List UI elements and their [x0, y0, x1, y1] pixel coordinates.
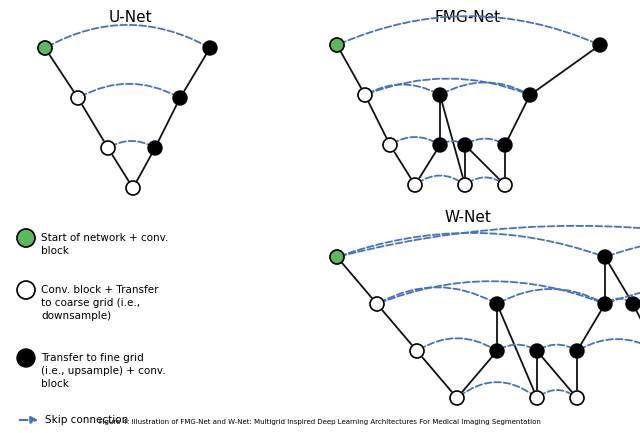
FancyArrowPatch shape [81, 84, 177, 97]
FancyArrowPatch shape [499, 289, 603, 303]
Text: U-Net: U-Net [108, 10, 152, 26]
FancyArrowPatch shape [380, 281, 602, 303]
Text: W-Net: W-Net [445, 210, 492, 226]
Text: Transfer to fine grid: Transfer to fine grid [41, 353, 144, 363]
Text: Skip connection: Skip connection [45, 415, 128, 425]
Circle shape [570, 391, 584, 405]
Text: Start of network + conv.: Start of network + conv. [41, 233, 168, 243]
Circle shape [498, 178, 512, 192]
Circle shape [598, 250, 612, 264]
Text: FMG-Net: FMG-Net [435, 10, 501, 26]
FancyArrowPatch shape [636, 284, 640, 303]
Circle shape [498, 138, 512, 152]
Circle shape [38, 41, 52, 55]
Circle shape [570, 344, 584, 358]
FancyArrowPatch shape [459, 382, 535, 396]
Circle shape [408, 178, 422, 192]
FancyArrowPatch shape [607, 287, 640, 303]
FancyArrowPatch shape [607, 298, 631, 302]
FancyArrowPatch shape [607, 238, 640, 256]
Circle shape [148, 141, 162, 155]
FancyArrowPatch shape [540, 345, 575, 349]
Circle shape [101, 141, 115, 155]
FancyArrowPatch shape [367, 84, 438, 94]
FancyArrowPatch shape [340, 233, 602, 256]
Circle shape [523, 88, 537, 102]
Text: Figure 4: Illustration of FMG-Net and W-Net: Multigrid Inspired Deep Learning Ar: Figure 4: Illustration of FMG-Net and W-… [99, 419, 541, 425]
Circle shape [330, 38, 344, 52]
Circle shape [490, 344, 504, 358]
Circle shape [383, 138, 397, 152]
Circle shape [598, 297, 612, 311]
FancyArrowPatch shape [540, 390, 575, 396]
FancyArrowPatch shape [419, 338, 495, 349]
Circle shape [126, 181, 140, 195]
Circle shape [433, 138, 447, 152]
FancyArrowPatch shape [47, 25, 207, 47]
Circle shape [433, 88, 447, 102]
FancyArrowPatch shape [340, 16, 598, 44]
Circle shape [530, 344, 544, 358]
FancyArrowPatch shape [380, 287, 495, 303]
Circle shape [458, 178, 472, 192]
Circle shape [530, 391, 544, 405]
Circle shape [17, 281, 35, 299]
FancyArrowPatch shape [111, 141, 152, 147]
Circle shape [330, 250, 344, 264]
Text: (i.e., upsample) + conv.: (i.e., upsample) + conv. [41, 366, 166, 376]
Circle shape [17, 229, 35, 247]
Text: block: block [41, 246, 69, 256]
Text: to coarse grid (i.e.,: to coarse grid (i.e., [41, 298, 140, 308]
Circle shape [410, 344, 424, 358]
FancyArrowPatch shape [367, 78, 527, 94]
Circle shape [203, 41, 217, 55]
FancyArrowPatch shape [579, 339, 640, 349]
Circle shape [71, 91, 85, 105]
Circle shape [458, 138, 472, 152]
Text: Conv. block + Transfer: Conv. block + Transfer [41, 285, 159, 295]
FancyArrowPatch shape [20, 417, 36, 423]
Circle shape [450, 391, 464, 405]
Circle shape [626, 297, 640, 311]
FancyArrowPatch shape [499, 345, 534, 349]
FancyArrowPatch shape [392, 137, 438, 144]
FancyArrowPatch shape [467, 178, 503, 184]
Circle shape [358, 88, 372, 102]
Circle shape [490, 297, 504, 311]
Text: downsample): downsample) [41, 311, 111, 321]
FancyArrowPatch shape [442, 141, 463, 144]
Text: block: block [41, 379, 69, 389]
FancyArrowPatch shape [442, 82, 527, 94]
Circle shape [173, 91, 187, 105]
FancyArrowPatch shape [467, 139, 502, 144]
Circle shape [593, 38, 607, 52]
Circle shape [370, 297, 384, 311]
Circle shape [17, 349, 35, 367]
FancyArrowPatch shape [340, 226, 640, 256]
FancyArrowPatch shape [417, 175, 463, 183]
